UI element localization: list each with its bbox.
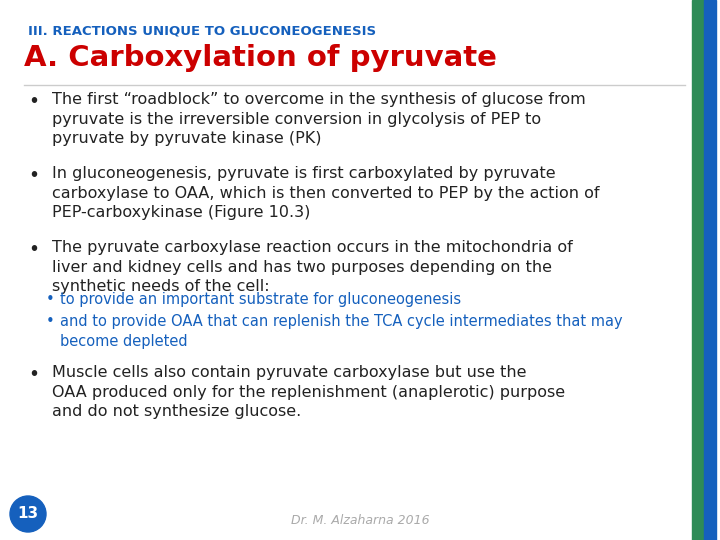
Text: and to provide OAA that can replenish the TCA cycle intermediates that may
becom: and to provide OAA that can replenish th… xyxy=(60,314,623,348)
Text: Muscle cells also contain pyruvate carboxylase but use the
OAA produced only for: Muscle cells also contain pyruvate carbo… xyxy=(52,365,565,419)
Text: •: • xyxy=(28,166,39,185)
Text: •: • xyxy=(28,365,39,384)
Text: 13: 13 xyxy=(17,507,39,522)
Text: •: • xyxy=(46,292,55,307)
Bar xyxy=(704,0,716,540)
Text: Dr. M. Alzaharna 2016: Dr. M. Alzaharna 2016 xyxy=(291,514,429,526)
Text: •: • xyxy=(46,314,55,329)
Text: The pyruvate carboxylase reaction occurs in the mitochondria of
liver and kidney: The pyruvate carboxylase reaction occurs… xyxy=(52,240,572,294)
Text: •: • xyxy=(28,240,39,259)
Bar xyxy=(692,0,704,540)
Text: In gluconeogenesis, pyruvate is first carboxylated by pyruvate
carboxylase to OA: In gluconeogenesis, pyruvate is first ca… xyxy=(52,166,600,220)
Text: •: • xyxy=(28,92,39,111)
Text: III. REACTIONS UNIQUE TO GLUCONEOGENESIS: III. REACTIONS UNIQUE TO GLUCONEOGENESIS xyxy=(28,25,376,38)
Text: A. Carboxylation of pyruvate: A. Carboxylation of pyruvate xyxy=(24,44,497,72)
Text: The first “roadblock” to overcome in the synthesis of glucose from
pyruvate is t: The first “roadblock” to overcome in the… xyxy=(52,92,586,146)
Circle shape xyxy=(10,496,46,532)
Text: to provide an important substrate for gluconeogenesis: to provide an important substrate for gl… xyxy=(60,292,461,307)
